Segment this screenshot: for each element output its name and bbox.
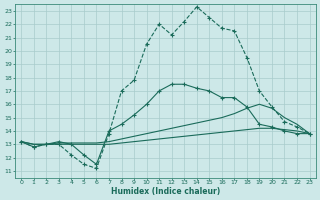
X-axis label: Humidex (Indice chaleur): Humidex (Indice chaleur) — [111, 187, 220, 196]
